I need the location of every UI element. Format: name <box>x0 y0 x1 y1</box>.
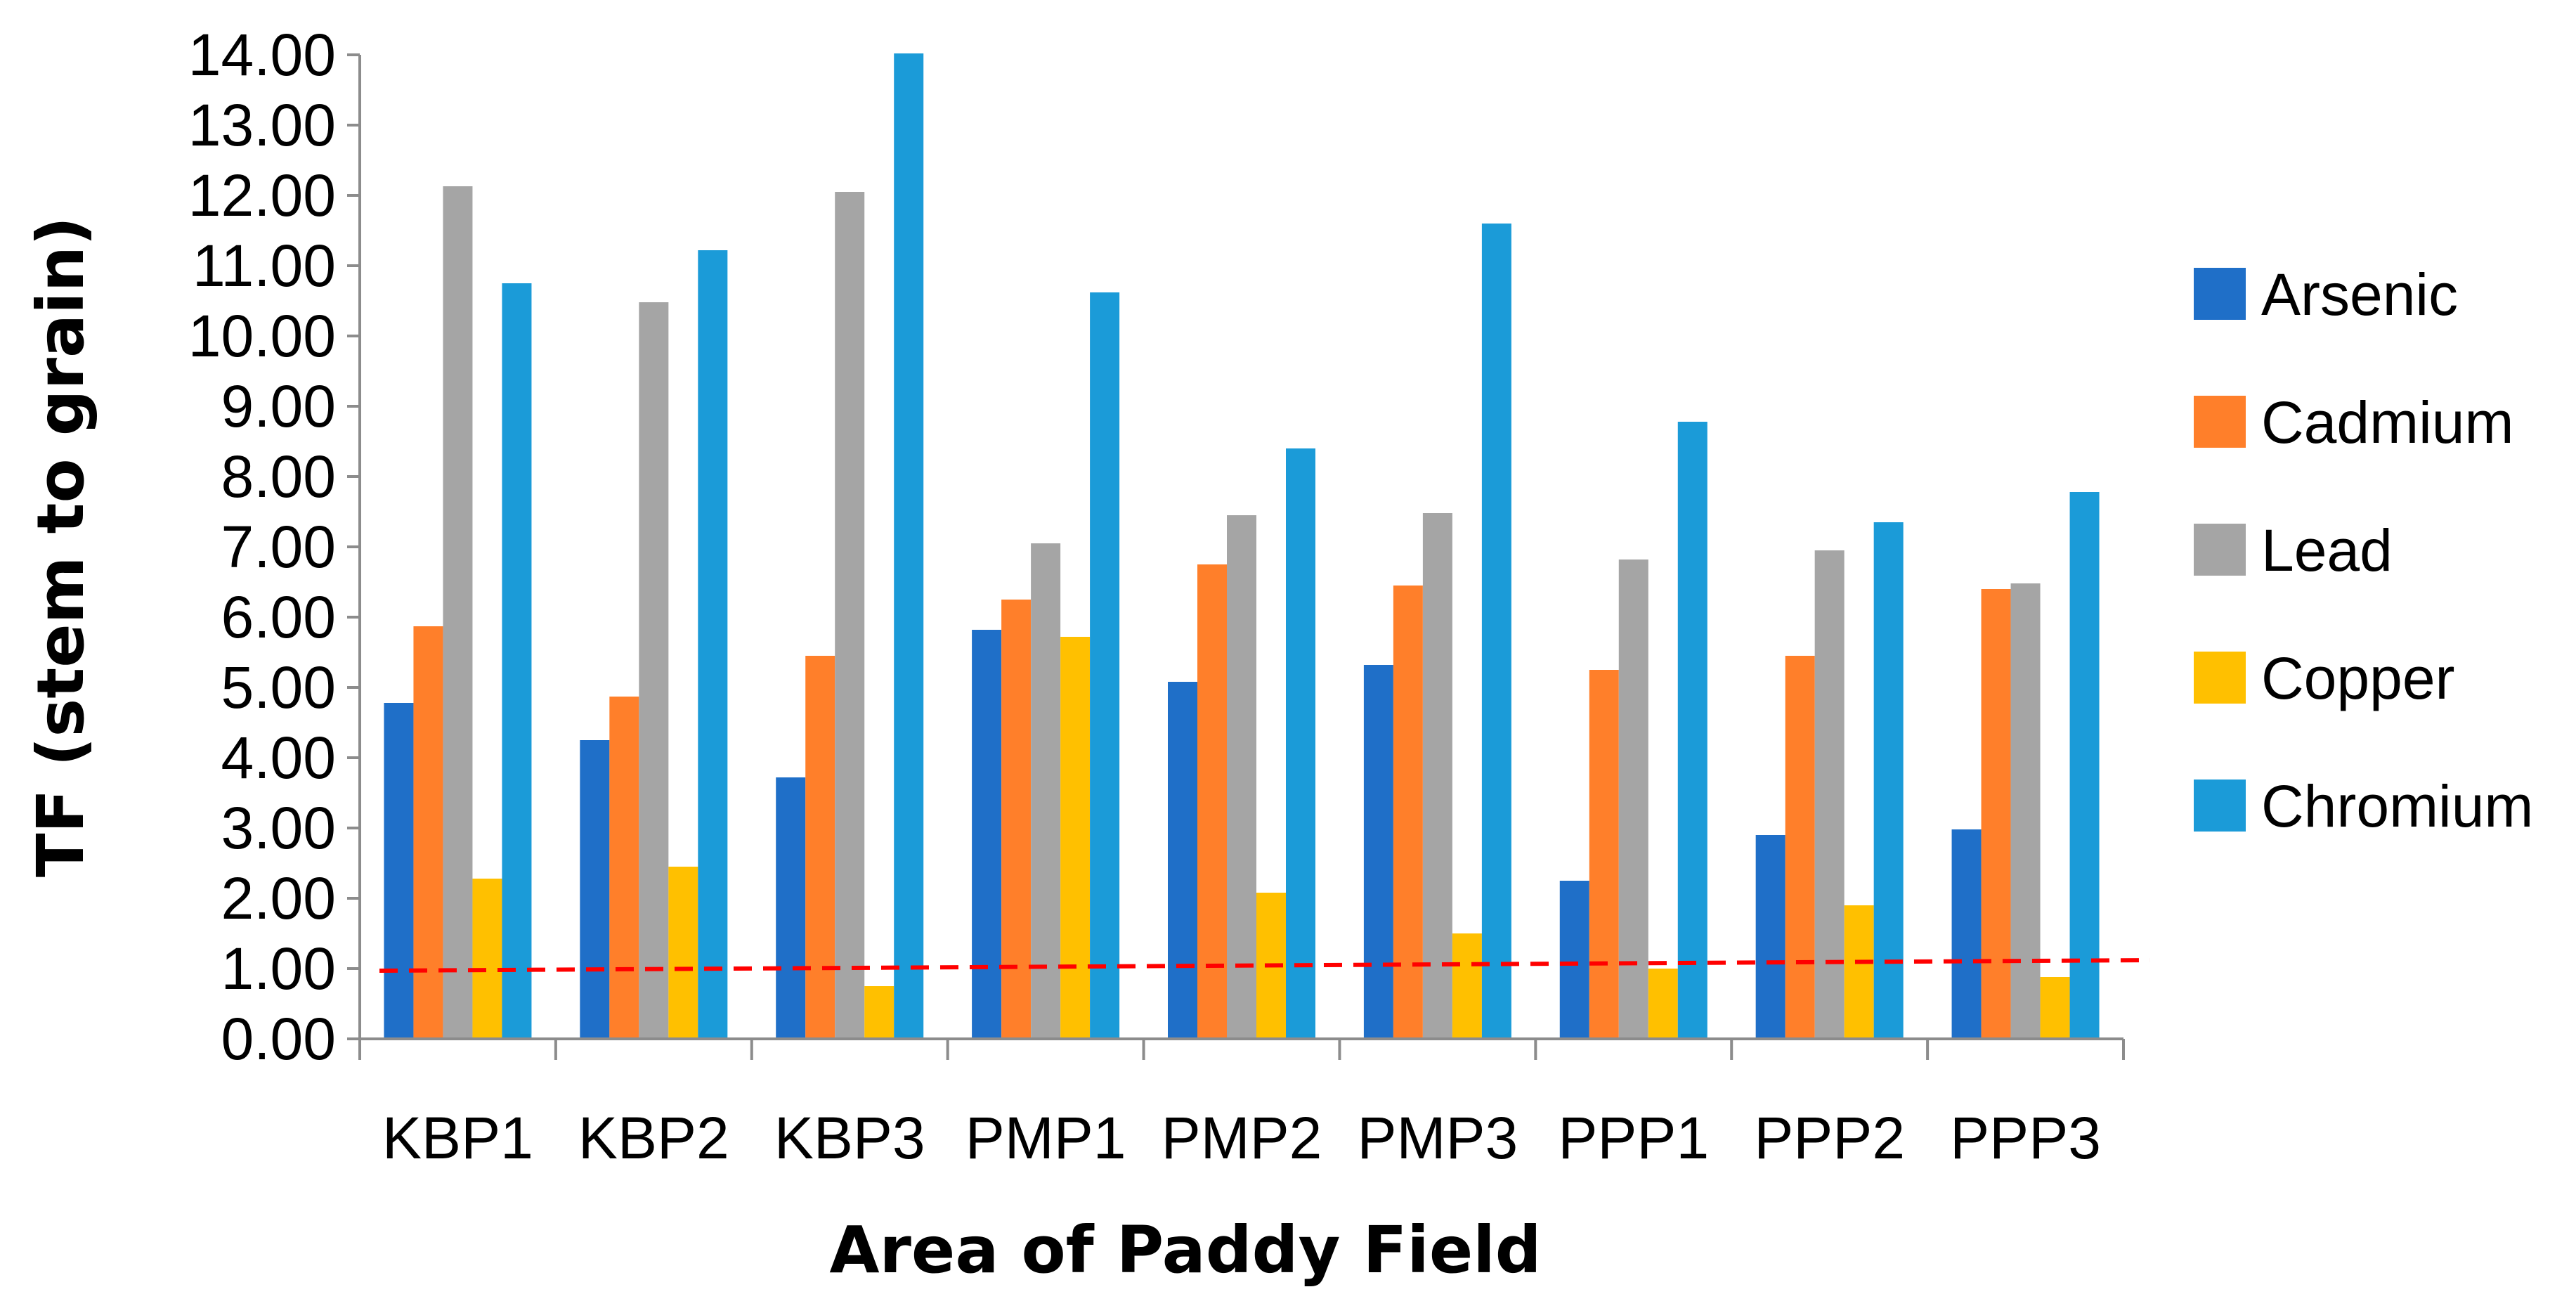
y-tick-label: 11.00 <box>193 233 336 299</box>
bar-chromium-ppp2 <box>1873 522 1904 1039</box>
y-tick-label: 5.00 <box>221 654 337 720</box>
x-tick-label: KBP3 <box>774 1105 925 1171</box>
x-tick-label: PMP3 <box>1358 1105 1518 1171</box>
y-axis-title: TF (stem to grain) <box>23 216 98 877</box>
legend-label-cadmium: Cadmium <box>2261 389 2513 455</box>
legend-label-lead: Lead <box>2261 517 2393 583</box>
bar-chromium-pmp3 <box>1481 224 1511 1039</box>
y-tick-label: 1.00 <box>221 936 337 1002</box>
bar-arsenic-kbp1 <box>384 703 414 1039</box>
legend-label-chromium: Chromium <box>2261 773 2533 839</box>
y-tick-label: 14.00 <box>188 22 336 88</box>
legend-swatch-arsenic <box>2194 268 2246 320</box>
x-axis-ticks: KBP1 KBP2 KBP3 PMP1 PMP2 PMP3 PPP1 PPP2 PPP3 <box>358 1039 2125 1171</box>
bar-cadmium-pmp3 <box>1393 586 1423 1039</box>
bar-chromium-kbp3 <box>894 53 924 1039</box>
bar-lead-ppp3 <box>2010 583 2041 1039</box>
bar-copper-pmp3 <box>1452 933 1482 1039</box>
legend-swatch-lead <box>2194 524 2246 576</box>
legend: Arsenic Cadmium Lead Copper Chromium <box>2194 261 2533 839</box>
y-tick-label: 0.00 <box>221 1006 337 1072</box>
bar-chromium-pmp1 <box>1090 292 1120 1039</box>
bar-copper-kbp2 <box>668 867 698 1039</box>
bar-lead-pmp3 <box>1422 513 1452 1039</box>
bars <box>384 53 2100 1039</box>
y-tick-label: 4.00 <box>221 725 337 791</box>
bar-lead-pmp2 <box>1227 515 1256 1039</box>
x-tick-label: KBP2 <box>578 1105 729 1171</box>
x-tick-label: PPP3 <box>1950 1105 2101 1171</box>
legend-swatch-copper <box>2194 652 2246 704</box>
bar-copper-ppp3 <box>2040 977 2070 1039</box>
bar-chromium-pmp2 <box>1286 448 1315 1039</box>
x-tick-label: PPP2 <box>1754 1105 1905 1171</box>
bar-lead-kbp1 <box>443 186 473 1039</box>
legend-swatch-cadmium <box>2194 396 2246 448</box>
bar-chromium-kbp1 <box>502 283 532 1039</box>
legend-swatch-chromium <box>2194 780 2246 832</box>
bar-copper-ppp2 <box>1844 905 1874 1039</box>
bar-cadmium-ppp3 <box>1981 589 2011 1039</box>
x-tick-label: PMP2 <box>1162 1105 1322 1171</box>
bar-arsenic-kbp2 <box>580 740 610 1039</box>
threshold-line <box>379 958 2151 973</box>
x-tick-label: PMP1 <box>965 1105 1126 1171</box>
bar-arsenic-kbp3 <box>776 777 806 1039</box>
bar-lead-ppp2 <box>1814 550 1845 1039</box>
legend-label-arsenic: Arsenic <box>2261 261 2458 328</box>
bar-cadmium-kbp3 <box>805 656 835 1039</box>
bar-copper-pmp1 <box>1060 637 1091 1039</box>
y-tick-label: 10.00 <box>188 303 336 369</box>
y-tick-label: 12.00 <box>188 162 336 228</box>
bar-arsenic-pmp3 <box>1363 665 1393 1039</box>
bar-cadmium-ppp1 <box>1589 670 1619 1039</box>
bar-copper-kbp1 <box>472 879 502 1039</box>
bar-arsenic-ppp3 <box>1951 829 1982 1039</box>
bar-lead-pmp1 <box>1031 543 1061 1039</box>
y-tick-label: 8.00 <box>221 444 337 510</box>
y-tick-label: 9.00 <box>221 373 337 439</box>
bar-cadmium-kbp2 <box>609 697 639 1039</box>
y-tick-label: 7.00 <box>221 514 337 580</box>
bar-cadmium-kbp1 <box>413 626 443 1039</box>
bar-cadmium-ppp2 <box>1785 656 1815 1039</box>
bar-cadmium-pmp1 <box>1001 600 1032 1039</box>
bar-chromium-ppp3 <box>2069 492 2100 1039</box>
y-tick-label: 13.00 <box>188 92 336 158</box>
bar-chromium-ppp1 <box>1677 422 1707 1039</box>
bar-copper-ppp1 <box>1648 969 1678 1039</box>
bar-lead-ppp1 <box>1618 560 1648 1039</box>
bar-arsenic-pmp1 <box>972 630 1002 1039</box>
x-axis-title: Area of Paddy Field <box>829 1212 1541 1288</box>
y-axis-ticks: 0.001.002.003.004.005.006.007.008.009.00… <box>188 22 360 1072</box>
x-tick-label: PPP1 <box>1558 1105 1709 1171</box>
bar-lead-kbp2 <box>639 302 669 1039</box>
bar-arsenic-ppp1 <box>1559 881 1589 1039</box>
y-tick-label: 2.00 <box>221 865 337 931</box>
bar-arsenic-ppp2 <box>1755 835 1785 1039</box>
legend-label-copper: Copper <box>2261 645 2455 711</box>
bar-chromium-kbp2 <box>698 250 728 1039</box>
bar-cadmium-pmp2 <box>1197 564 1227 1039</box>
y-tick-label: 3.00 <box>221 795 337 861</box>
bar-arsenic-pmp2 <box>1168 682 1197 1039</box>
y-tick-label: 6.00 <box>221 584 337 650</box>
x-tick-label: KBP1 <box>382 1105 533 1171</box>
bar-copper-kbp3 <box>864 986 895 1039</box>
bar-lead-kbp3 <box>835 192 865 1039</box>
